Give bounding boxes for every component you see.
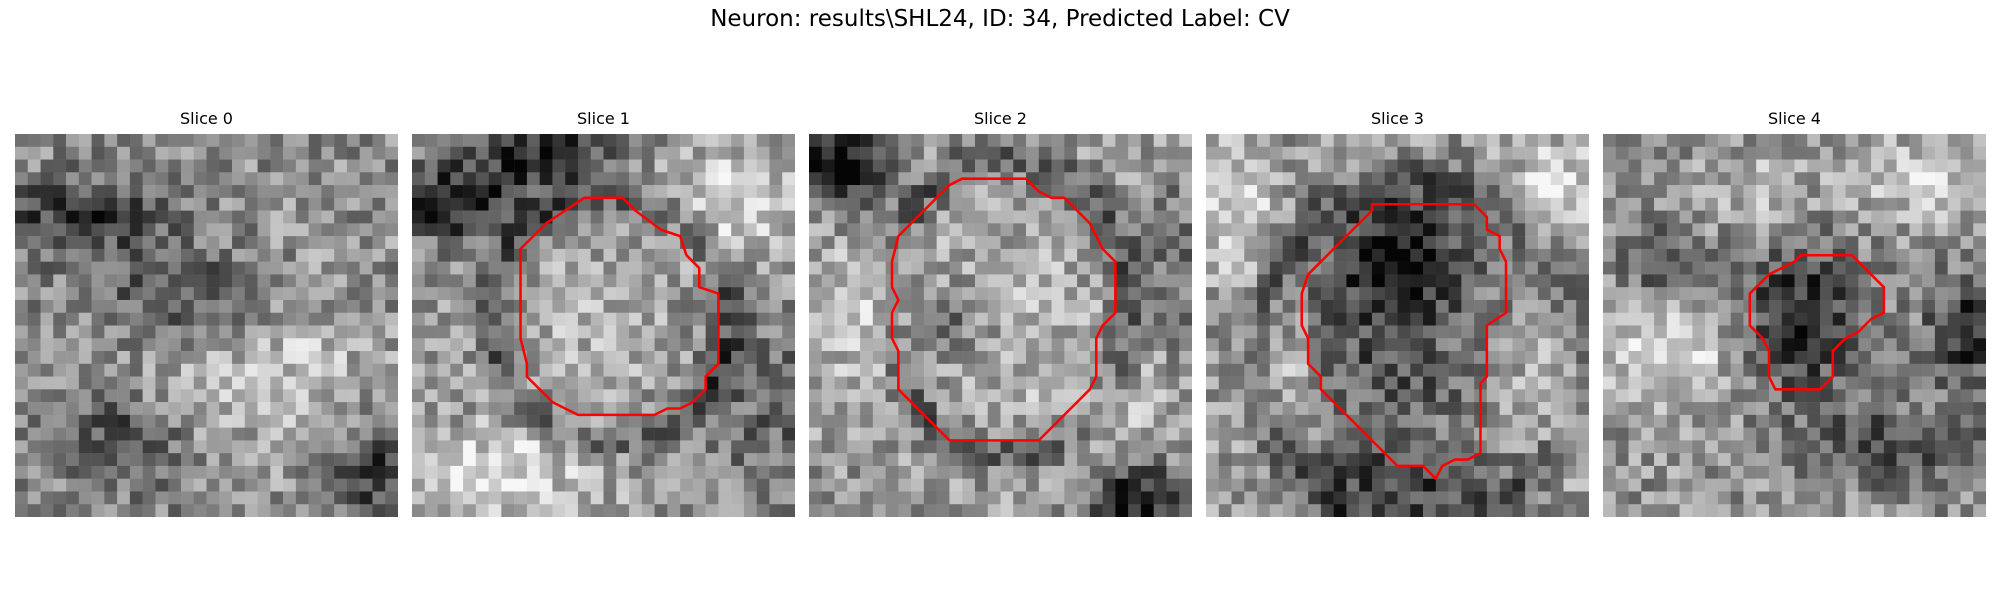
slice-image <box>1206 134 1589 517</box>
slice-title: Slice 1 <box>577 109 630 128</box>
segmentation-contour <box>1300 202 1508 480</box>
slice-title: Slice 4 <box>1768 109 1821 128</box>
slice-image <box>809 134 1192 517</box>
figure-title: Neuron: results\SHL24, ID: 34, Predicted… <box>710 6 1290 32</box>
slice-panel-3: Slice 3 <box>1206 108 1589 517</box>
slice-image <box>15 134 398 517</box>
segmentation-contour <box>890 177 1117 442</box>
slice-panel-0: Slice 0 <box>15 108 398 517</box>
slice-title: Slice 3 <box>1371 109 1424 128</box>
slice-panel-4: Slice 4 <box>1603 108 1986 517</box>
segmentation-contour <box>519 196 720 417</box>
slice-panel-2: Slice 2 <box>809 108 1192 517</box>
slice-panel-1: Slice 1 <box>412 108 795 517</box>
slice-image <box>412 134 795 517</box>
slice-title: Slice 2 <box>974 109 1027 128</box>
slice-title: Slice 0 <box>180 109 233 128</box>
segmentation-contour <box>1748 254 1886 391</box>
slice-image <box>1603 134 1986 517</box>
